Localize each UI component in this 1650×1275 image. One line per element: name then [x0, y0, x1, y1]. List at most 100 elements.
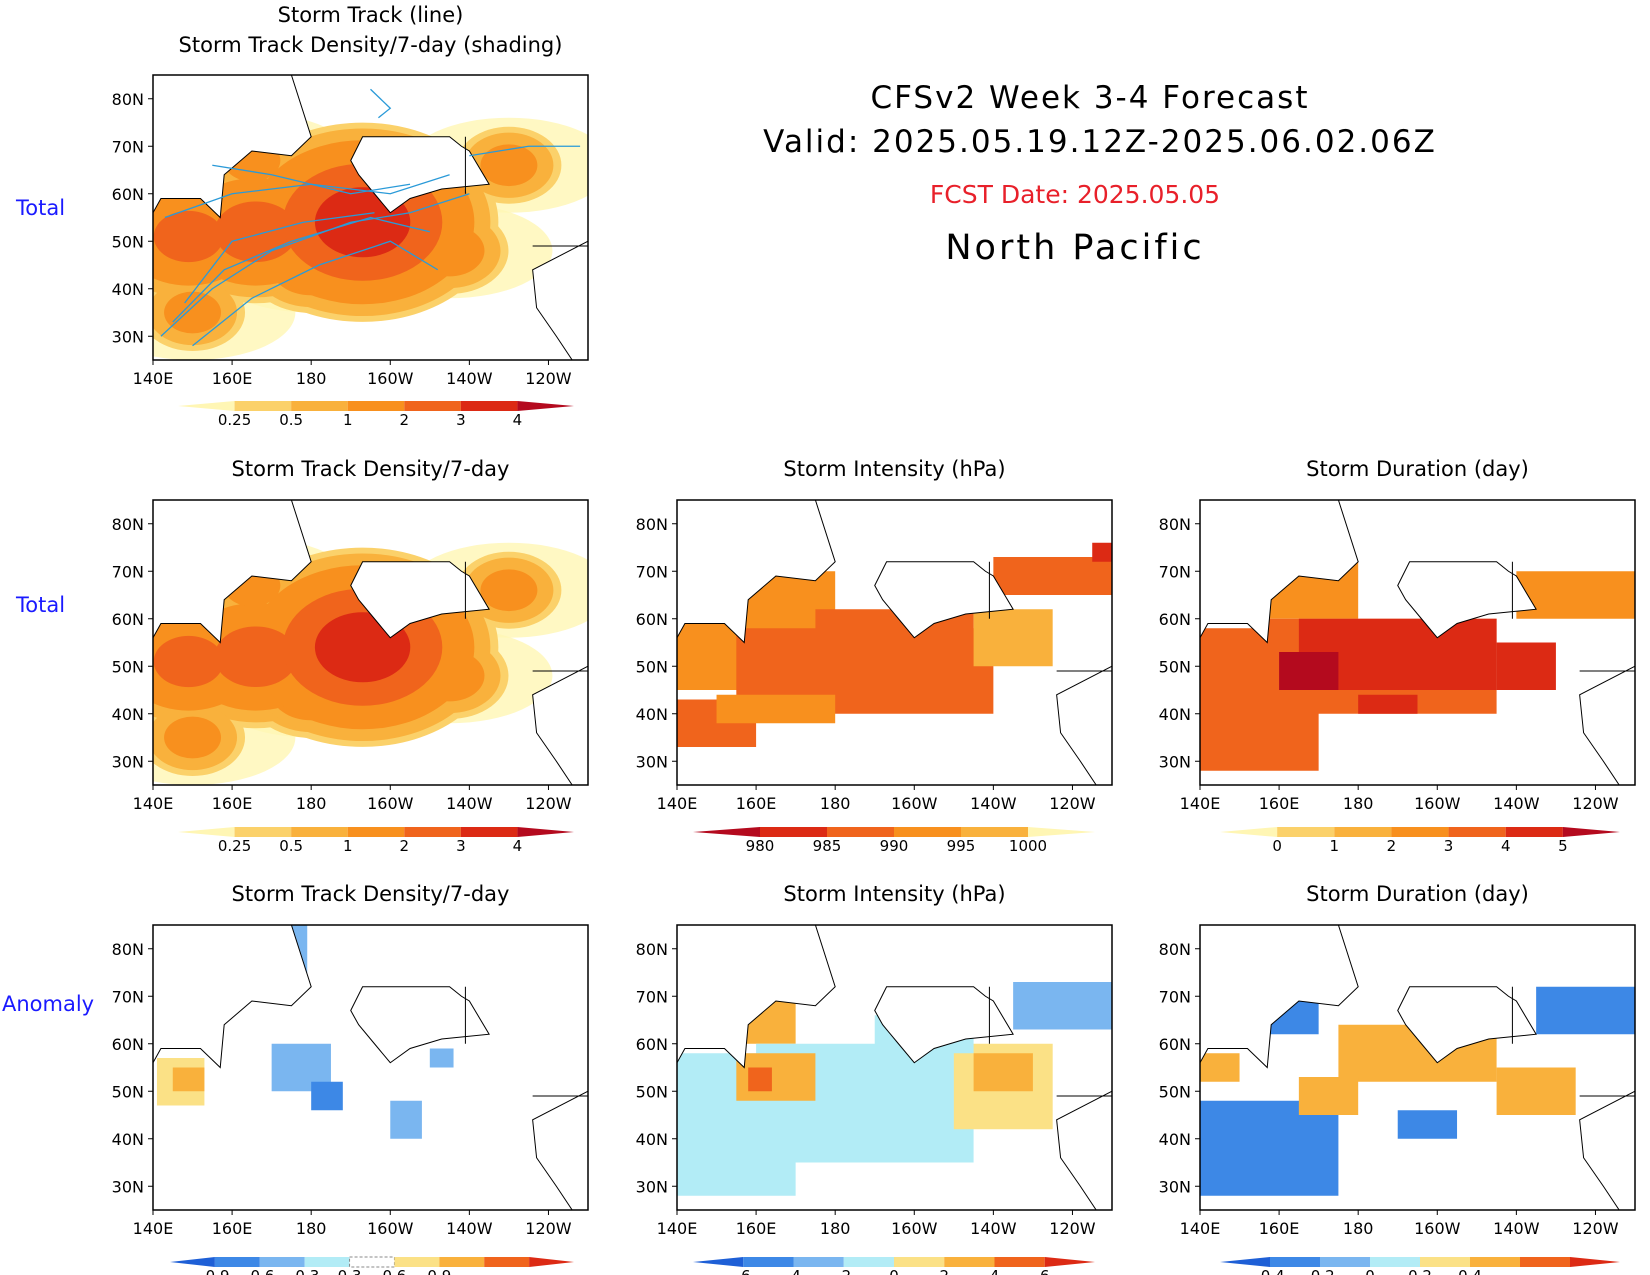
grid-cell — [973, 609, 1053, 667]
y-tick-label: 80N — [1159, 515, 1191, 534]
colorbar-swatch — [944, 1257, 995, 1267]
colorbar-label: 4 — [513, 411, 523, 429]
plot-frame — [152, 924, 589, 1211]
x-tick-label: 120W — [525, 794, 572, 813]
land-outline — [1524, 925, 1635, 1210]
colorbar-label: 995 — [947, 837, 976, 855]
density-mark — [153, 635, 224, 688]
colorbar-arrow — [517, 401, 574, 411]
x-tick-label: 120W — [1049, 794, 1096, 813]
x-tick-label: 160W — [367, 1219, 414, 1238]
y-tick-label: 80N — [112, 515, 144, 534]
storm-track-line — [184, 212, 375, 304]
panel-title: Storm Track (line) — [278, 3, 464, 27]
colorbar-swatch — [484, 1257, 530, 1267]
y-tick-label: 30N — [112, 327, 144, 346]
colorbar-arrow — [178, 401, 235, 411]
grid-cell — [1013, 982, 1112, 1030]
plot-area — [1200, 500, 1635, 785]
grid-cell — [1496, 1067, 1576, 1115]
colorbar-arrow — [1220, 827, 1278, 837]
colorbar-swatch — [994, 1257, 1045, 1267]
x-tick-label: 180 — [1343, 794, 1374, 813]
plot-area — [153, 925, 588, 1210]
colorbar-label: 0.5 — [279, 837, 303, 855]
grid-cell — [1200, 1100, 1339, 1196]
x-tick-label: 180 — [1343, 1219, 1374, 1238]
x-tick-label: 120W — [525, 1219, 572, 1238]
panel-title: Storm Duration (day) — [1306, 457, 1529, 481]
plot-frame — [676, 924, 1113, 1211]
panel-title: Storm Intensity (hPa) — [783, 457, 1005, 481]
colorbar-label: 985 — [813, 837, 842, 855]
colorbar-label: 4 — [513, 837, 523, 855]
colorbar-swatch — [1470, 1257, 1520, 1267]
x-tick-label: 160E — [212, 794, 253, 813]
grid-cell — [1516, 571, 1635, 619]
x-tick-label: 140W — [1493, 794, 1540, 813]
grid-cell — [993, 557, 1112, 595]
region-title: North Pacific — [945, 228, 1205, 268]
density-mark — [480, 569, 538, 612]
panel-p2: Storm Intensity (hPa) 140E 160E 180 160W 140W… — [636, 457, 1113, 855]
x-tick-label: 160W — [367, 794, 414, 813]
panel-title: Storm Duration (day) — [1306, 882, 1529, 906]
y-tick-label: 70N — [636, 562, 668, 581]
panel-title: Storm Track Density/7-day — [232, 457, 510, 481]
land-outline — [1001, 925, 1112, 1210]
y-tick-label: 60N — [112, 610, 144, 629]
y-tick-label: 60N — [1159, 1035, 1191, 1054]
colorbar-label: 4 — [1501, 837, 1511, 855]
x-tick-label: 160W — [367, 369, 414, 388]
panel-p4: Storm Track Density/7-day 140E 160E 180 160W… — [112, 882, 589, 1275]
x-tick-label: 140E — [1180, 794, 1221, 813]
density-mark — [480, 144, 538, 187]
y-tick-label: 40N — [112, 280, 144, 299]
grid-cell — [1298, 1077, 1359, 1115]
colorbar-arrow — [1570, 1257, 1620, 1267]
panel-p3: Storm Duration (day) 140E 160E 180 160W 140W 1… — [1159, 457, 1636, 855]
x-tick-label: 160W — [891, 794, 938, 813]
grid-cell — [775, 652, 954, 690]
x-tick-label: 180 — [296, 1219, 327, 1238]
y-tick-label: 50N — [1159, 657, 1191, 676]
grid-cell — [429, 1048, 454, 1068]
y-tick-label: 80N — [636, 515, 668, 534]
colorbar-swatch — [460, 827, 518, 837]
colorbar-label: 0.9 — [427, 1267, 451, 1275]
grid-cell — [1358, 694, 1418, 714]
y-tick-label: 60N — [112, 1035, 144, 1054]
colorbar-swatch — [1277, 827, 1335, 837]
colorbar-arrow — [178, 827, 235, 837]
x-tick-label: 140E — [657, 1219, 698, 1238]
colorbar-arrow — [1044, 1257, 1095, 1267]
y-tick-label: 70N — [112, 137, 144, 156]
colorbar-label: 0.3 — [338, 1267, 362, 1275]
x-tick-label: 160E — [1259, 1219, 1300, 1238]
storm-track-line — [469, 145, 581, 157]
colorbar-label: 5 — [1558, 837, 1568, 855]
colorbar-swatch — [460, 401, 518, 411]
colorbar-label: -0.4 — [1255, 1267, 1284, 1275]
y-tick-label: 30N — [636, 752, 668, 771]
plot-frame — [1199, 924, 1636, 1211]
grid-cell — [311, 1081, 343, 1111]
y-tick-label: 40N — [1159, 1130, 1191, 1149]
x-tick-label: 140E — [1180, 1219, 1221, 1238]
y-tick-label: 70N — [1159, 987, 1191, 1006]
colorbar-arrow — [517, 827, 574, 837]
panel-subtitle: Storm Track Density/7-day (shading) — [179, 33, 563, 57]
colorbar-swatch — [394, 1257, 440, 1267]
colorbar-swatch — [1520, 1257, 1570, 1267]
land-outline — [677, 925, 836, 1069]
colorbar-label: -2 — [836, 1267, 851, 1275]
y-tick-label: 50N — [636, 657, 668, 676]
colorbar-arrow — [529, 1257, 574, 1267]
plot-frame — [152, 74, 589, 361]
x-tick-label: 140E — [133, 794, 174, 813]
colorbar-label: 1000 — [1009, 837, 1047, 855]
colorbar-label: 0.2 — [1408, 1267, 1432, 1275]
plot-frame — [1199, 499, 1636, 786]
colorbar-swatch — [304, 1257, 350, 1267]
